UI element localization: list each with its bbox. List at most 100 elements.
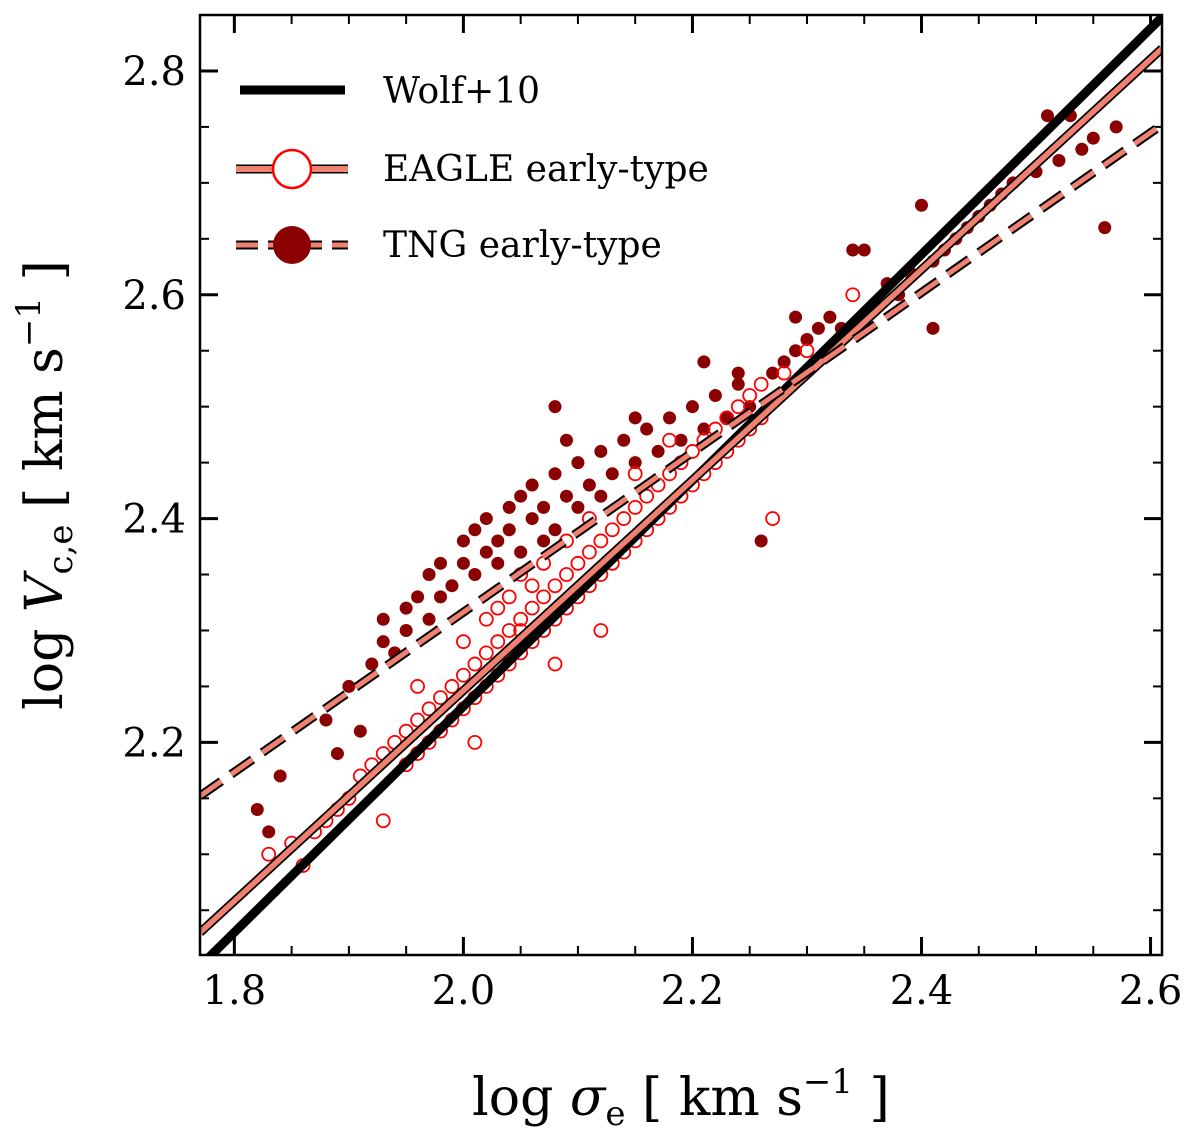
tng-point bbox=[330, 747, 344, 761]
eagle-point bbox=[444, 679, 460, 694]
tng-fit-line bbox=[200, 122, 1162, 799]
tng-point bbox=[915, 198, 928, 212]
legend-label-tng: TNG early-type bbox=[383, 225, 662, 266]
tng-point bbox=[525, 512, 539, 526]
eagle-point bbox=[730, 399, 746, 415]
tng-point bbox=[582, 478, 596, 492]
eagle-fit-line bbox=[200, 46, 1162, 935]
tng-point bbox=[548, 523, 562, 537]
tng-point bbox=[399, 623, 413, 637]
tng-point bbox=[491, 556, 505, 570]
eagle-point bbox=[490, 634, 506, 650]
eagle-point bbox=[375, 813, 391, 829]
eagle-point bbox=[261, 846, 277, 862]
y-axis-label: log Vc,e [ km s−1 ] bbox=[9, 260, 81, 710]
tng-point bbox=[502, 523, 516, 537]
x-tick-label: 1.8 bbox=[203, 968, 267, 1014]
eagle-point bbox=[719, 410, 735, 426]
eagle-point bbox=[581, 544, 597, 560]
legend: Wolf+10 EAGLE early-type TNG early-type bbox=[236, 71, 709, 266]
eagle-point bbox=[536, 589, 551, 605]
eagle-point bbox=[593, 533, 609, 549]
y-tick-label: 2.2 bbox=[122, 720, 186, 766]
y-tick-label: 2.8 bbox=[122, 49, 186, 95]
axis-ticks bbox=[200, 14, 1162, 955]
x-axis-label: log σe [ km s−1 ] bbox=[472, 1062, 890, 1134]
tng-point bbox=[514, 545, 528, 559]
tng-point bbox=[731, 377, 745, 391]
tng-point bbox=[548, 467, 562, 481]
eagle-point bbox=[456, 634, 471, 650]
tng-point bbox=[537, 500, 551, 514]
y-tick-label: 2.6 bbox=[122, 273, 186, 319]
plot-frame bbox=[198, 13, 1164, 957]
eagle-point bbox=[467, 656, 483, 672]
eagle-point bbox=[547, 578, 563, 594]
eagle-point bbox=[593, 623, 609, 638]
eagle-point bbox=[410, 679, 425, 694]
tng-point bbox=[823, 310, 837, 324]
tng-point bbox=[262, 825, 276, 839]
x-tick-label: 2.0 bbox=[432, 968, 496, 1014]
tng-point bbox=[731, 366, 745, 380]
eagle-point bbox=[616, 511, 632, 526]
eagle-point bbox=[456, 667, 471, 683]
tng-point bbox=[434, 590, 447, 604]
tng-point bbox=[708, 388, 722, 402]
eagle-point bbox=[776, 365, 792, 381]
tng-point bbox=[1086, 131, 1100, 145]
tng-point bbox=[594, 489, 608, 503]
eagle-point bbox=[685, 444, 700, 459]
eagle-point bbox=[524, 600, 540, 616]
plot-area bbox=[200, 15, 1162, 955]
tng-point bbox=[411, 590, 425, 604]
tng-point bbox=[1109, 120, 1123, 134]
tng-point bbox=[789, 344, 803, 358]
eagle-point bbox=[490, 600, 506, 616]
tng-point bbox=[674, 433, 688, 447]
tng-point bbox=[537, 534, 551, 548]
tng-point bbox=[250, 803, 264, 817]
tng-point bbox=[376, 635, 390, 649]
tng-point bbox=[548, 400, 562, 414]
legend-entry-wolf: Wolf+10 bbox=[240, 71, 540, 112]
tng-point bbox=[376, 612, 390, 626]
eagle-point bbox=[501, 589, 517, 605]
eagle-point bbox=[604, 522, 620, 538]
x-tick-label: 2.2 bbox=[661, 968, 725, 1014]
tng-point bbox=[1075, 142, 1089, 156]
tng-point bbox=[353, 724, 367, 738]
tng-point bbox=[697, 355, 711, 369]
tng-point bbox=[399, 601, 413, 615]
tng-point bbox=[514, 489, 528, 503]
tng-point bbox=[926, 321, 940, 335]
tng-point bbox=[273, 769, 287, 783]
tng-point bbox=[456, 534, 470, 548]
eagle-point bbox=[410, 712, 425, 728]
tng-point bbox=[777, 355, 791, 369]
eagle-point bbox=[662, 432, 677, 448]
tng-point bbox=[422, 612, 436, 626]
tng-point bbox=[571, 500, 585, 514]
eagle-point bbox=[478, 645, 494, 661]
tng-point bbox=[491, 534, 505, 548]
y-tick-label: 2.4 bbox=[122, 497, 186, 543]
tng-point bbox=[319, 713, 333, 727]
eagle-point bbox=[753, 376, 769, 392]
eagle-point bbox=[570, 555, 586, 571]
tng-point bbox=[605, 467, 619, 481]
tng-point bbox=[559, 433, 573, 447]
tng-point bbox=[479, 512, 493, 526]
tng-point bbox=[811, 321, 825, 335]
tng-point bbox=[502, 500, 516, 514]
tng-point bbox=[846, 243, 860, 257]
eagle-point bbox=[467, 734, 483, 750]
tng-point bbox=[754, 534, 768, 548]
tng-point bbox=[342, 679, 356, 693]
x-tick-label: 2.4 bbox=[890, 968, 954, 1014]
tick-labels: 1.8 2.0 2.2 2.4 2.6 2.2 2.4 2.6 2.8 bbox=[122, 49, 1182, 1014]
tng-point bbox=[628, 456, 642, 470]
eagle-point bbox=[627, 466, 643, 482]
